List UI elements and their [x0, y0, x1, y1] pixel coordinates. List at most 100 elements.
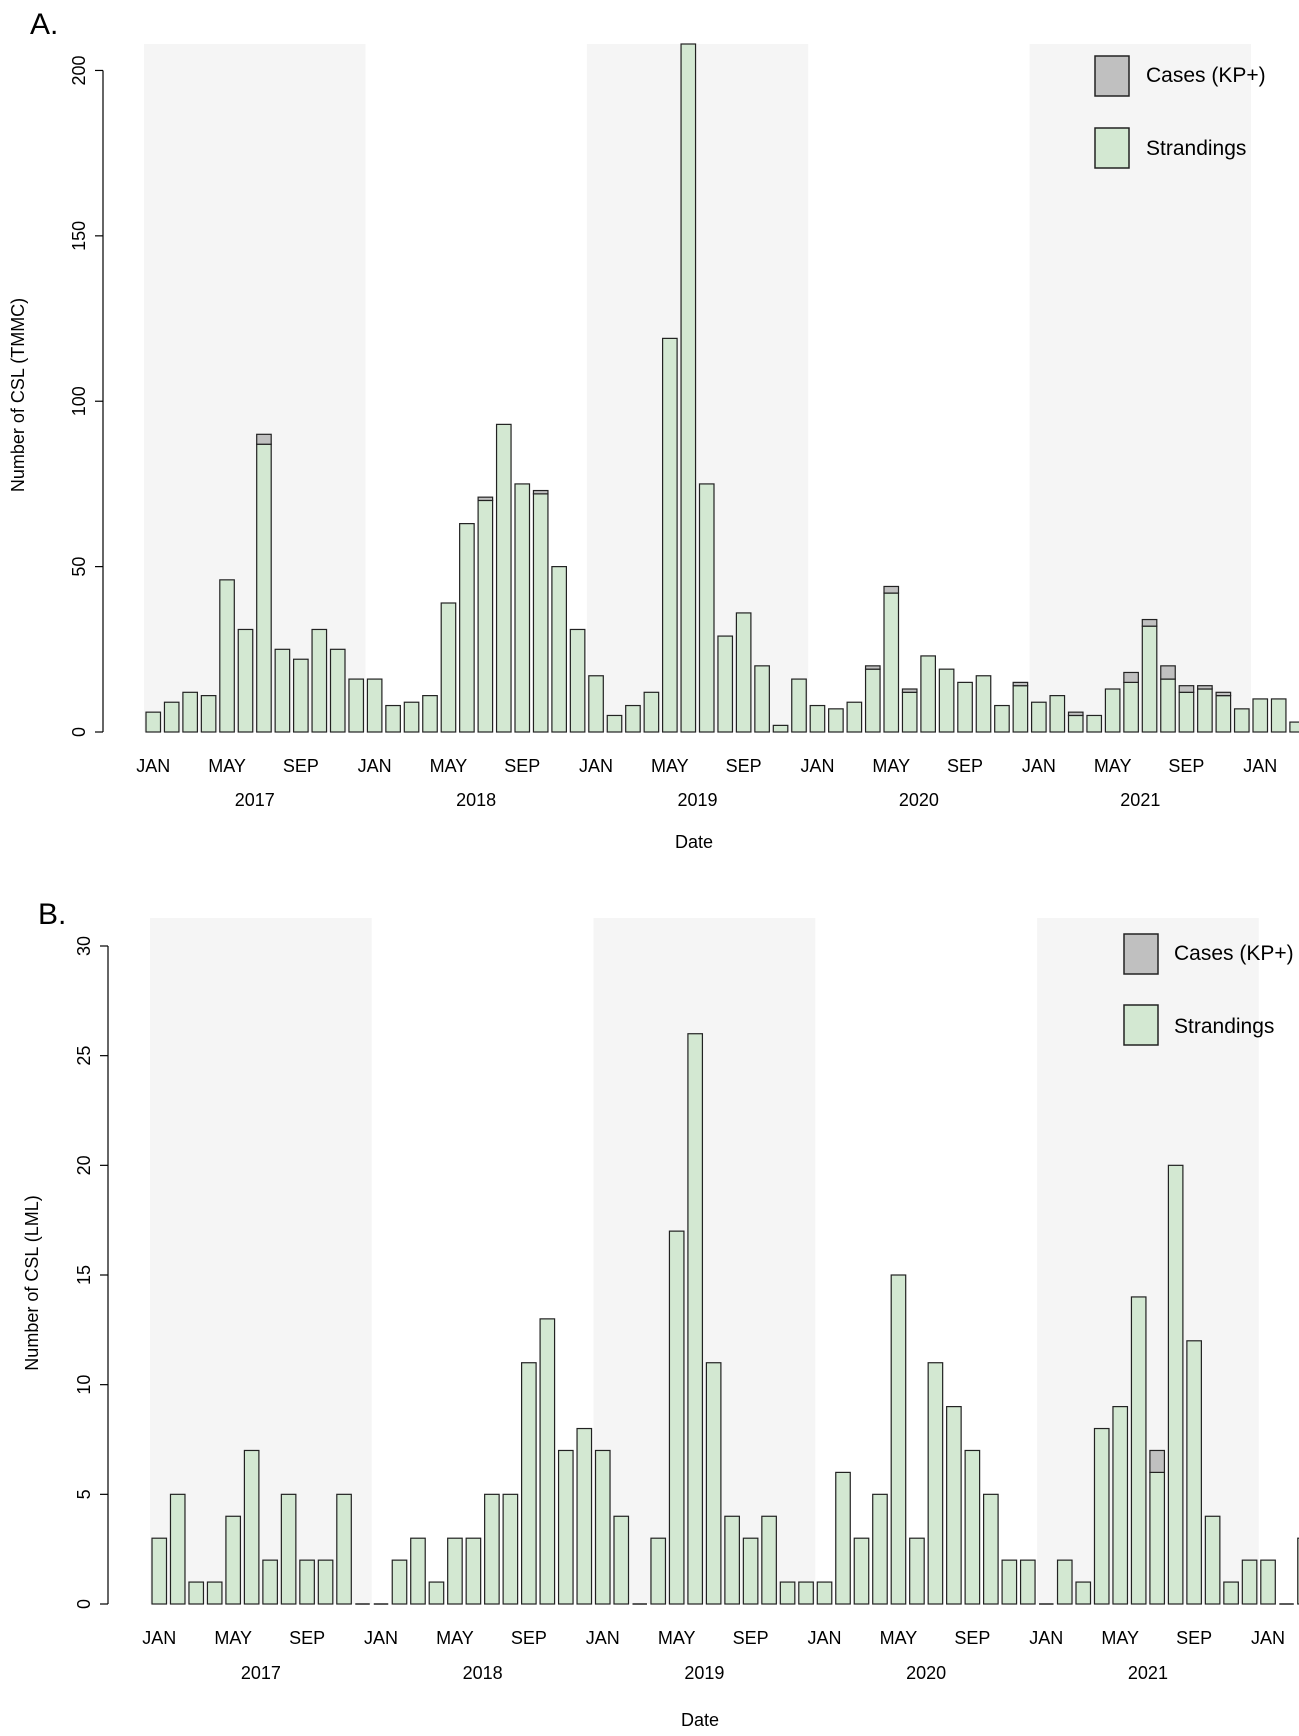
strandings-bar	[1215, 695, 1232, 733]
strandings-bar	[772, 724, 789, 733]
y-tick-label: 25	[74, 1046, 94, 1066]
strandings-bar	[329, 648, 346, 733]
strandings-bar	[1019, 1559, 1036, 1605]
year-shade-band	[1029, 44, 1252, 732]
strandings-bar	[428, 1581, 445, 1605]
legend-swatch-strandings	[1123, 1004, 1159, 1046]
legend-swatch-cases	[1123, 933, 1159, 975]
strandings-bar	[262, 1559, 278, 1605]
strandings-bar	[1160, 678, 1176, 733]
y-tick-label: 50	[69, 557, 89, 577]
strandings-bar	[957, 681, 973, 733]
x-year-label: 2018	[456, 790, 496, 810]
y-tick-label: 0	[69, 727, 89, 737]
strandings-bar	[1075, 1581, 1092, 1605]
x-month-label: MAY	[1094, 756, 1132, 776]
strandings-bar	[1186, 1340, 1202, 1605]
x-month-label: SEP	[289, 1628, 325, 1648]
cases-bar	[1141, 618, 1158, 627]
legend-swatch-cases	[1094, 55, 1130, 97]
strandings-bar	[243, 1449, 260, 1605]
strandings-bar	[336, 1493, 352, 1605]
strandings-bar	[280, 1493, 297, 1605]
strandings-bar	[588, 675, 604, 733]
strandings-bar	[994, 704, 1010, 733]
legend-label-strandings: Strandings	[1146, 137, 1246, 160]
cases-bar	[1123, 671, 1139, 683]
strandings-bar	[1030, 701, 1047, 733]
x-month-label: JAN	[142, 1628, 176, 1648]
strandings-bar	[391, 1559, 408, 1605]
x-month-label: SEP	[1176, 1628, 1212, 1648]
strandings-bar	[403, 701, 420, 733]
strandings-bar	[557, 1449, 574, 1605]
strandings-bar	[1252, 698, 1269, 733]
x-axis-title: Date	[675, 832, 713, 852]
strandings-bar	[274, 648, 291, 733]
x-month-label: MAY	[208, 756, 246, 776]
year-shade-band	[144, 44, 366, 732]
panel-label: A.	[30, 8, 58, 41]
x-month-label: SEP	[954, 1628, 990, 1648]
strandings-bar	[1178, 691, 1195, 733]
strandings-bar	[237, 628, 254, 733]
strandings-bar	[643, 691, 660, 733]
cases-bar	[1197, 685, 1213, 690]
strandings-bar	[835, 1471, 851, 1605]
cases-bar	[1012, 681, 1029, 687]
cases-bar	[901, 688, 918, 693]
strandings-bar	[317, 1559, 334, 1605]
y-tick-label: 100	[69, 386, 89, 416]
strandings-bar	[484, 1493, 500, 1605]
x-month-label: JAN	[364, 1628, 398, 1648]
strandings-bar	[883, 592, 900, 733]
x-year-label: 2017	[235, 790, 275, 810]
cases-bar	[883, 585, 900, 594]
strandings-bar	[1001, 1559, 1018, 1605]
y-tick-label: 20	[74, 1155, 94, 1175]
x-axis-title: Date	[681, 1710, 719, 1730]
strandings-bar	[754, 665, 770, 733]
x-month-label: MAY	[880, 1628, 918, 1648]
cases-bar	[532, 489, 549, 495]
x-month-label: SEP	[504, 756, 540, 776]
strandings-bar	[798, 1581, 814, 1605]
x-month-label: JAN	[1243, 756, 1277, 776]
y-tick-label: 5	[74, 1489, 94, 1499]
strandings-bar	[828, 708, 844, 733]
strandings-bar	[779, 1581, 796, 1605]
strandings-bar	[576, 1427, 593, 1605]
x-month-label: SEP	[511, 1628, 547, 1648]
legend-label-strandings: Strandings	[1174, 1015, 1274, 1038]
strandings-bar	[661, 337, 678, 733]
strandings-bar	[520, 1362, 537, 1605]
x-year-label: 2019	[684, 1663, 724, 1683]
x-month-label: MAY	[658, 1628, 696, 1648]
x-year-label: 2020	[899, 790, 939, 810]
cases-bar	[477, 496, 494, 502]
strandings-bar	[791, 678, 807, 733]
strandings-bar	[809, 704, 826, 733]
strandings-bar	[975, 675, 992, 733]
strandings-bar	[200, 695, 217, 733]
cases-bar	[256, 433, 272, 445]
strandings-bar	[920, 655, 937, 733]
strandings-bar	[447, 1537, 463, 1605]
strandings-bar	[901, 691, 918, 733]
strandings-bar	[872, 1493, 888, 1605]
x-month-label: MAY	[214, 1628, 252, 1648]
strandings-bar	[964, 1449, 981, 1605]
strandings-bar	[853, 1537, 870, 1605]
strandings-bar	[909, 1537, 925, 1605]
strandings-bar	[1123, 681, 1139, 733]
strandings-bar	[532, 493, 549, 733]
strandings-bar	[735, 612, 752, 733]
x-month-label: MAY	[430, 756, 468, 776]
x-month-label: SEP	[947, 756, 983, 776]
cases-bar	[1160, 665, 1176, 680]
x-month-label: MAY	[436, 1628, 474, 1648]
legend: Cases (KP+) Strandings	[1094, 55, 1266, 169]
strandings-bar	[1049, 695, 1066, 733]
x-month-label: JAN	[136, 756, 170, 776]
